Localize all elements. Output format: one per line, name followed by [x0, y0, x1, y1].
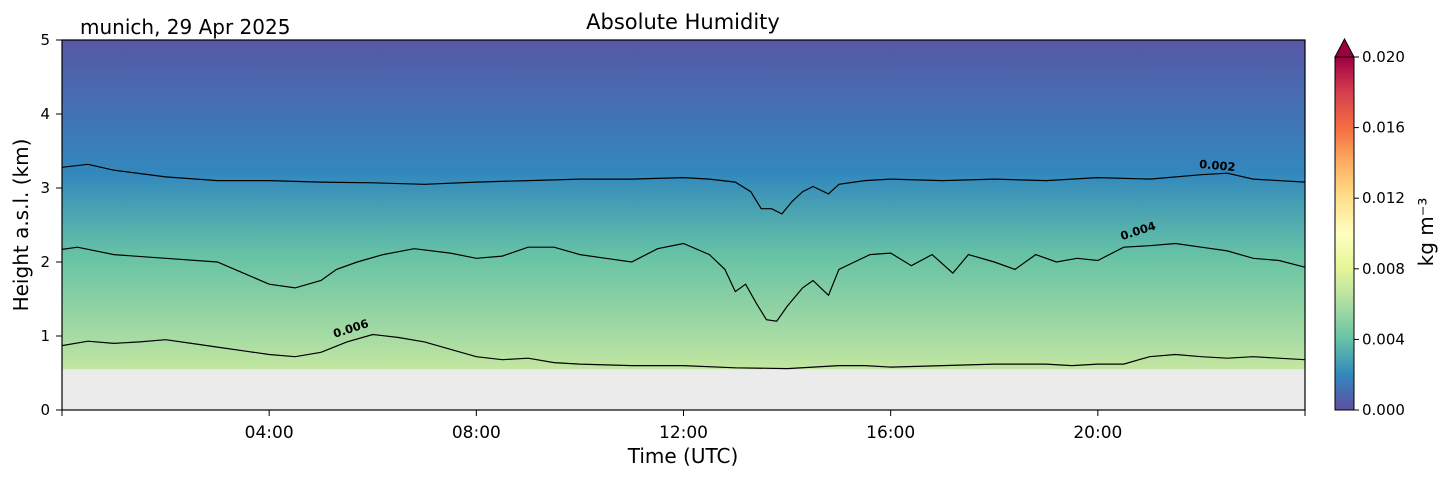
colorbar-tick-label: 0.016 — [1362, 119, 1405, 137]
colorbar-tick-label: 0.004 — [1362, 330, 1405, 348]
location-date-label: munich, 29 Apr 2025 — [80, 15, 290, 39]
colorbar-tick-label: 0.020 — [1362, 48, 1405, 66]
contour-label-0.002: 0.002 — [1199, 157, 1236, 174]
y-tick-label: 0 — [40, 401, 50, 419]
humidity-field — [62, 40, 1305, 370]
y-tick-label: 3 — [40, 179, 50, 197]
x-tick-label: 20:00 — [1073, 423, 1122, 443]
x-axis: 04:00 08:00 12:00 16:00 20:00 — [61, 410, 1306, 443]
colorbar-gradient — [1335, 57, 1354, 410]
colorbar: 0.000 0.004 0.008 0.012 0.016 0.020 — [1334, 37, 1405, 419]
colorbar-extend-arrow — [1334, 37, 1355, 58]
contour-line-0.006 — [62, 333, 1305, 370]
x-tick-label: 08:00 — [452, 423, 501, 443]
humidity-field-fill — [62, 40, 1305, 370]
colorbar-frame — [1334, 56, 1355, 411]
colorbar-tick-label: 0.008 — [1362, 260, 1405, 278]
y-axis-label: Height a.s.l. (km) — [9, 139, 33, 312]
contour-line-0.004 — [62, 242, 1305, 322]
x-tick-label: 12:00 — [659, 423, 708, 443]
y-tick-label: 4 — [40, 105, 50, 123]
y-axis: 0 1 2 3 4 5 — [40, 31, 62, 419]
x-tick-label: 16:00 — [866, 423, 915, 443]
colorbar-tick-label: 0.012 — [1362, 189, 1405, 207]
y-tick-label: 5 — [40, 31, 50, 49]
contour-line-0.002 — [62, 163, 1305, 215]
chart-title: Absolute Humidity — [586, 10, 780, 34]
x-axis-label: Time (UTC) — [627, 444, 739, 468]
y-tick-label: 1 — [40, 327, 50, 345]
colorbar-tick-label: 0.000 — [1362, 401, 1405, 419]
y-tick-label: 2 — [40, 253, 50, 271]
x-tick-label: 04:00 — [245, 423, 294, 443]
colorbar-label: kg m⁻³ — [1414, 198, 1438, 267]
